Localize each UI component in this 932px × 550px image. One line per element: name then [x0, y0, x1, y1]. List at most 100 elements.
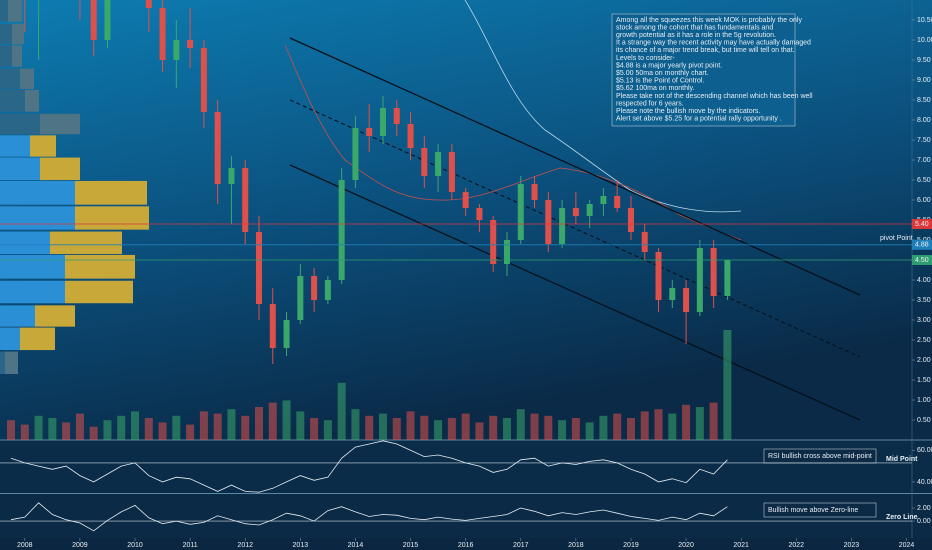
x-tick-label: 2019	[623, 542, 639, 549]
volume-bar	[34, 415, 43, 440]
candle-body	[407, 124, 414, 148]
candle-body	[476, 208, 483, 220]
profile-up	[0, 113, 40, 135]
profile-up	[0, 180, 75, 205]
y-tick-label: 3.50	[917, 297, 931, 304]
note-line: respected for 6 years.	[616, 100, 684, 107]
oscillator-tick-label: 2.00	[917, 505, 931, 512]
profile-down	[75, 180, 147, 205]
volume-bar	[668, 413, 677, 440]
price-tag	[912, 219, 932, 229]
volume-bar	[351, 409, 360, 440]
volume-bar	[254, 407, 263, 440]
candle-body	[421, 148, 428, 176]
candle-body	[269, 304, 276, 348]
price-tag-label: 4.88	[915, 242, 929, 249]
volume-bar	[654, 409, 663, 440]
y-tick-label: 10.00	[917, 37, 932, 44]
x-tick-label: 2014	[348, 542, 364, 549]
profile-down	[12, 45, 22, 67]
candle-body	[311, 276, 318, 300]
volume-bar	[640, 411, 649, 440]
volume-bar	[695, 407, 704, 440]
candle-body	[104, 0, 111, 40]
volume-bar	[268, 402, 277, 440]
note-line: its chance of a major trend break, but t…	[616, 47, 795, 54]
volume-bar	[144, 418, 153, 440]
y-tick-label: 2.50	[917, 337, 931, 344]
profile-down	[50, 231, 122, 255]
candle-body	[90, 0, 97, 40]
y-tick-label: 3.00	[917, 317, 931, 324]
x-tick-label: 2024	[899, 542, 915, 549]
price-tag	[912, 255, 932, 265]
note-line: It a strange way the recent activity may…	[616, 40, 811, 47]
volume-bar	[158, 422, 167, 440]
x-tick-label: 2015	[403, 542, 419, 549]
profile-up	[0, 254, 65, 279]
profile-down	[8, 0, 22, 22]
profile-down	[65, 280, 133, 304]
y-tick-label: 9.50	[917, 57, 931, 64]
y-tick-label: 7.50	[917, 137, 931, 144]
x-tick-label: 2008	[17, 542, 33, 549]
x-tick-label: 2012	[237, 542, 253, 549]
profile-up	[0, 45, 12, 67]
candle-body	[696, 248, 703, 312]
profile-up	[0, 206, 75, 230]
note-line: $5.00 50ma on monthly chart.	[616, 70, 709, 77]
y-tick-label: 9.00	[917, 77, 931, 84]
volume-bar	[89, 426, 98, 440]
candle-body	[531, 184, 538, 200]
volume-bar	[447, 418, 456, 440]
candle-body	[586, 204, 593, 216]
x-tick-label: 2009	[72, 542, 88, 549]
candle-body	[173, 40, 180, 60]
note-line: Please note the bullish move by the indi…	[616, 108, 760, 115]
y-tick-label: 6.50	[917, 177, 931, 184]
note-line: Please take not of the descending channe…	[616, 93, 813, 100]
volume-bar	[7, 420, 16, 440]
x-tick-label: 2013	[293, 542, 309, 549]
candle-body	[545, 200, 552, 244]
volume-bar	[558, 420, 567, 440]
volume-bar	[434, 420, 443, 440]
profile-down	[20, 327, 55, 351]
candle-body	[490, 220, 497, 264]
profile-up	[0, 68, 20, 90]
volume-bar	[227, 409, 236, 440]
candle-body	[379, 108, 386, 136]
candle-body	[145, 0, 152, 8]
volume-bar	[571, 418, 580, 440]
volume-bar	[530, 413, 539, 440]
candle-body	[572, 208, 579, 216]
profile-up	[0, 231, 50, 255]
candle-body	[283, 320, 290, 348]
price-tag	[912, 239, 932, 250]
volume-bar	[406, 411, 415, 440]
profile-up	[0, 280, 65, 304]
y-tick-label: 10.50	[917, 17, 932, 24]
candle-body	[724, 260, 731, 296]
candle-body	[517, 184, 524, 240]
note-line: $5.62 100ma on monthly.	[616, 85, 695, 92]
volume-bar	[48, 418, 57, 440]
volume-bar	[461, 413, 470, 440]
y-tick-label: 1.00	[917, 397, 931, 404]
candle-body	[559, 208, 566, 244]
profile-up	[0, 305, 35, 327]
profile-down	[40, 157, 80, 181]
volume-bar	[365, 415, 374, 440]
volume-bar	[131, 411, 140, 440]
x-tick-label: 2016	[458, 542, 474, 549]
profile-up	[0, 327, 20, 351]
y-tick-label: 7.00	[917, 157, 931, 164]
candle-body	[614, 196, 621, 208]
volume-bar	[723, 330, 732, 440]
oscillator-tick-label: 0.00	[917, 518, 931, 525]
candle-body	[462, 192, 469, 208]
volume-bar	[241, 415, 250, 440]
volume-bar	[475, 422, 484, 440]
drawings	[284, 0, 861, 421]
moving-average	[464, 0, 742, 213]
